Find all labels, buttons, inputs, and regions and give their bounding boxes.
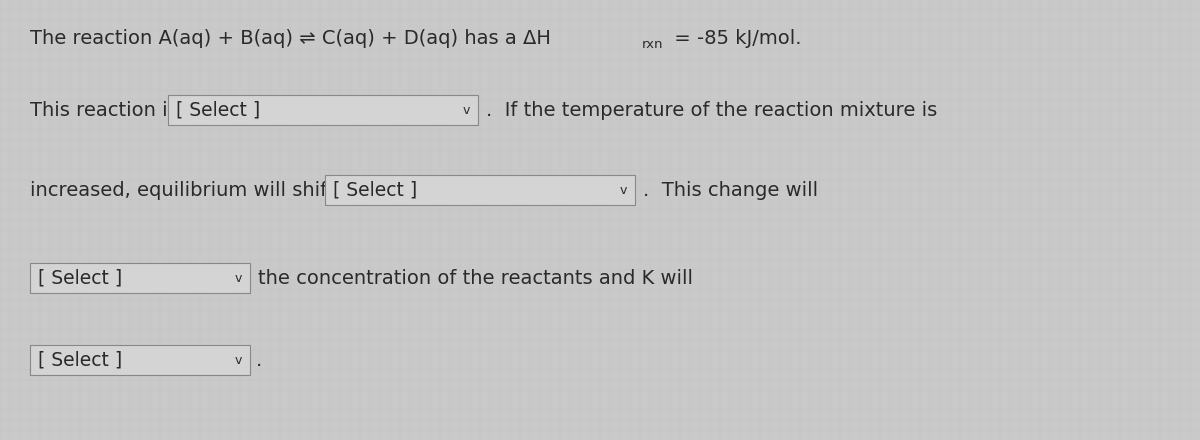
Text: [ Select ]: [ Select ] [38, 351, 122, 370]
Text: [ Select ]: [ Select ] [38, 268, 122, 287]
FancyBboxPatch shape [30, 263, 250, 293]
Text: .  If the temperature of the reaction mixture is: . If the temperature of the reaction mix… [486, 100, 937, 120]
Text: = -85 kJ/mol.: = -85 kJ/mol. [668, 29, 802, 48]
Text: v: v [234, 353, 241, 367]
Text: the concentration of the reactants and K will: the concentration of the reactants and K… [258, 268, 694, 287]
FancyBboxPatch shape [30, 345, 250, 375]
Text: [ Select ]: [ Select ] [334, 180, 418, 199]
Text: v: v [619, 183, 626, 197]
Text: v: v [234, 271, 241, 285]
FancyBboxPatch shape [168, 95, 478, 125]
Text: This reaction is: This reaction is [30, 100, 178, 120]
Text: rxn: rxn [642, 37, 664, 51]
Text: .: . [256, 351, 263, 370]
Text: The reaction A(aq) + B(aq) ⇌ C(aq) + D(aq) has a ΔH: The reaction A(aq) + B(aq) ⇌ C(aq) + D(a… [30, 29, 551, 48]
Text: increased, equilibrium will shift: increased, equilibrium will shift [30, 180, 335, 199]
Text: .  This change will: . This change will [643, 180, 818, 199]
FancyBboxPatch shape [325, 175, 635, 205]
Text: v: v [462, 103, 469, 117]
Text: [ Select ]: [ Select ] [176, 100, 260, 120]
